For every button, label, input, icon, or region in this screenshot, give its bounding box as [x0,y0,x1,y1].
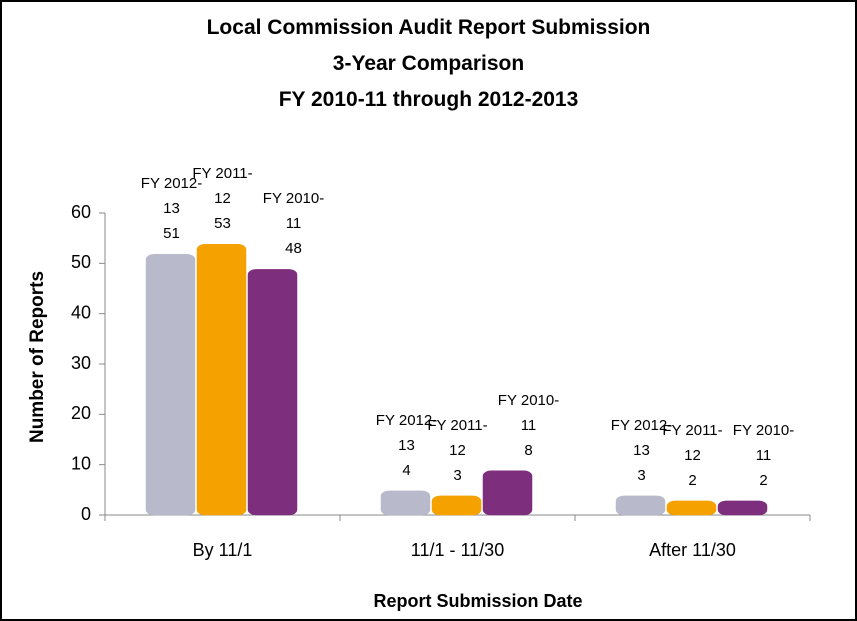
bar [145,254,196,516]
bar [431,495,482,516]
x-tick-label: By 11/1 [193,540,253,560]
x-axis-label: Report Submission Date [373,591,582,611]
data-label: 4 [402,461,411,479]
data-label-name: FY 2010-11 [732,421,795,464]
data-label-name: FY 2011-12 [662,421,723,464]
bar [482,470,533,516]
bar [380,490,431,516]
y-tick-label: 0 [81,504,91,524]
y-tick-label: 10 [71,453,91,473]
data-label: 2 [759,471,768,489]
chart-title: FY 2010-11 through 2012-2013 [278,88,579,111]
data-label-name: FY 2010-11 [497,391,560,434]
data-label: 53 [214,215,231,233]
y-tick-label: 60 [71,202,91,222]
y-tick-label: 30 [71,353,91,373]
x-tick-label: After 11/30 [649,540,736,560]
data-label: 2 [688,471,697,489]
bar [615,495,666,516]
data-label: 3 [453,466,462,484]
bar [196,243,247,516]
data-label-name: FY 2010-11 [262,190,325,233]
data-label: 3 [637,466,646,484]
y-tick-label: 20 [71,403,91,423]
y-tick-label: 50 [71,252,91,272]
data-label-name: FY 2012-13 [610,416,673,459]
y-axis-label: Number of Reports [27,271,48,443]
chart-title: 3-Year Comparison [332,52,525,75]
data-label: 51 [163,225,180,243]
bar [666,500,717,516]
y-tick-label: 40 [71,302,91,322]
data-label: 48 [285,240,302,258]
x-tick-label: 11/1 - 11/30 [411,540,504,560]
data-label: 8 [524,441,533,459]
chart-title: Local Commission Audit Report Submission [206,16,651,39]
data-label-name: FY 2011-12 [192,165,253,208]
data-label-name: FY 2012-13 [140,175,203,218]
data-label-name: FY 2011-12 [427,416,488,459]
bar [717,500,768,516]
data-label-name: FY 2012-13 [375,411,438,454]
bar [247,269,298,516]
